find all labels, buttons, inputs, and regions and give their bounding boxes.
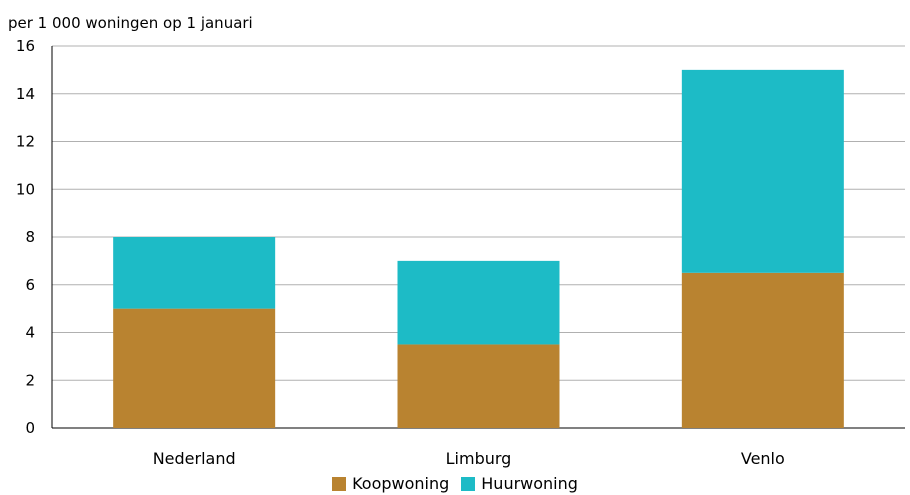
legend-label-koopwoning: Koopwoning	[352, 474, 450, 493]
legend-item-koopwoning: Koopwoning	[332, 474, 449, 493]
legend-item-huurwoning: Huurwoning	[461, 474, 578, 493]
x-tick-label-venlo: Venlo	[741, 449, 785, 468]
bar-venlo-huurwoning	[681, 69, 844, 273]
y-tick-label-14: 14	[16, 85, 35, 103]
stacked-bar-chart: 0 2 4 6 8 10 12 14 16 Nederland Limburg Venlo	[16, 37, 905, 468]
y-tick-label-10: 10	[16, 180, 35, 198]
bar-nederland-huurwoning	[113, 237, 276, 309]
y-tick-label-8: 8	[25, 228, 35, 246]
legend: Koopwoning Huurwoning	[0, 474, 910, 493]
legend-swatch-koopwoning	[332, 476, 347, 491]
y-tick-label-4: 4	[25, 324, 35, 342]
bar-limburg-koopwoning	[397, 344, 560, 428]
y-tick-label-16: 16	[16, 37, 35, 55]
bar-limburg-huurwoning	[397, 260, 560, 345]
legend-label-huurwoning: Huurwoning	[481, 474, 578, 493]
bar-nederland-koopwoning	[113, 308, 276, 428]
y-tick-label-12: 12	[16, 133, 35, 151]
legend-swatch-huurwoning	[461, 476, 476, 491]
x-tick-label-limburg: Limburg	[446, 449, 512, 468]
y-tick-label-2: 2	[25, 371, 35, 389]
bar-venlo-koopwoning	[681, 272, 844, 428]
x-tick-label-nederland: Nederland	[153, 449, 236, 468]
y-axis-unit-label: per 1 000 woningen op 1 januari	[8, 14, 253, 32]
y-tick-label-6: 6	[25, 276, 35, 294]
y-tick-label-0: 0	[25, 419, 35, 437]
